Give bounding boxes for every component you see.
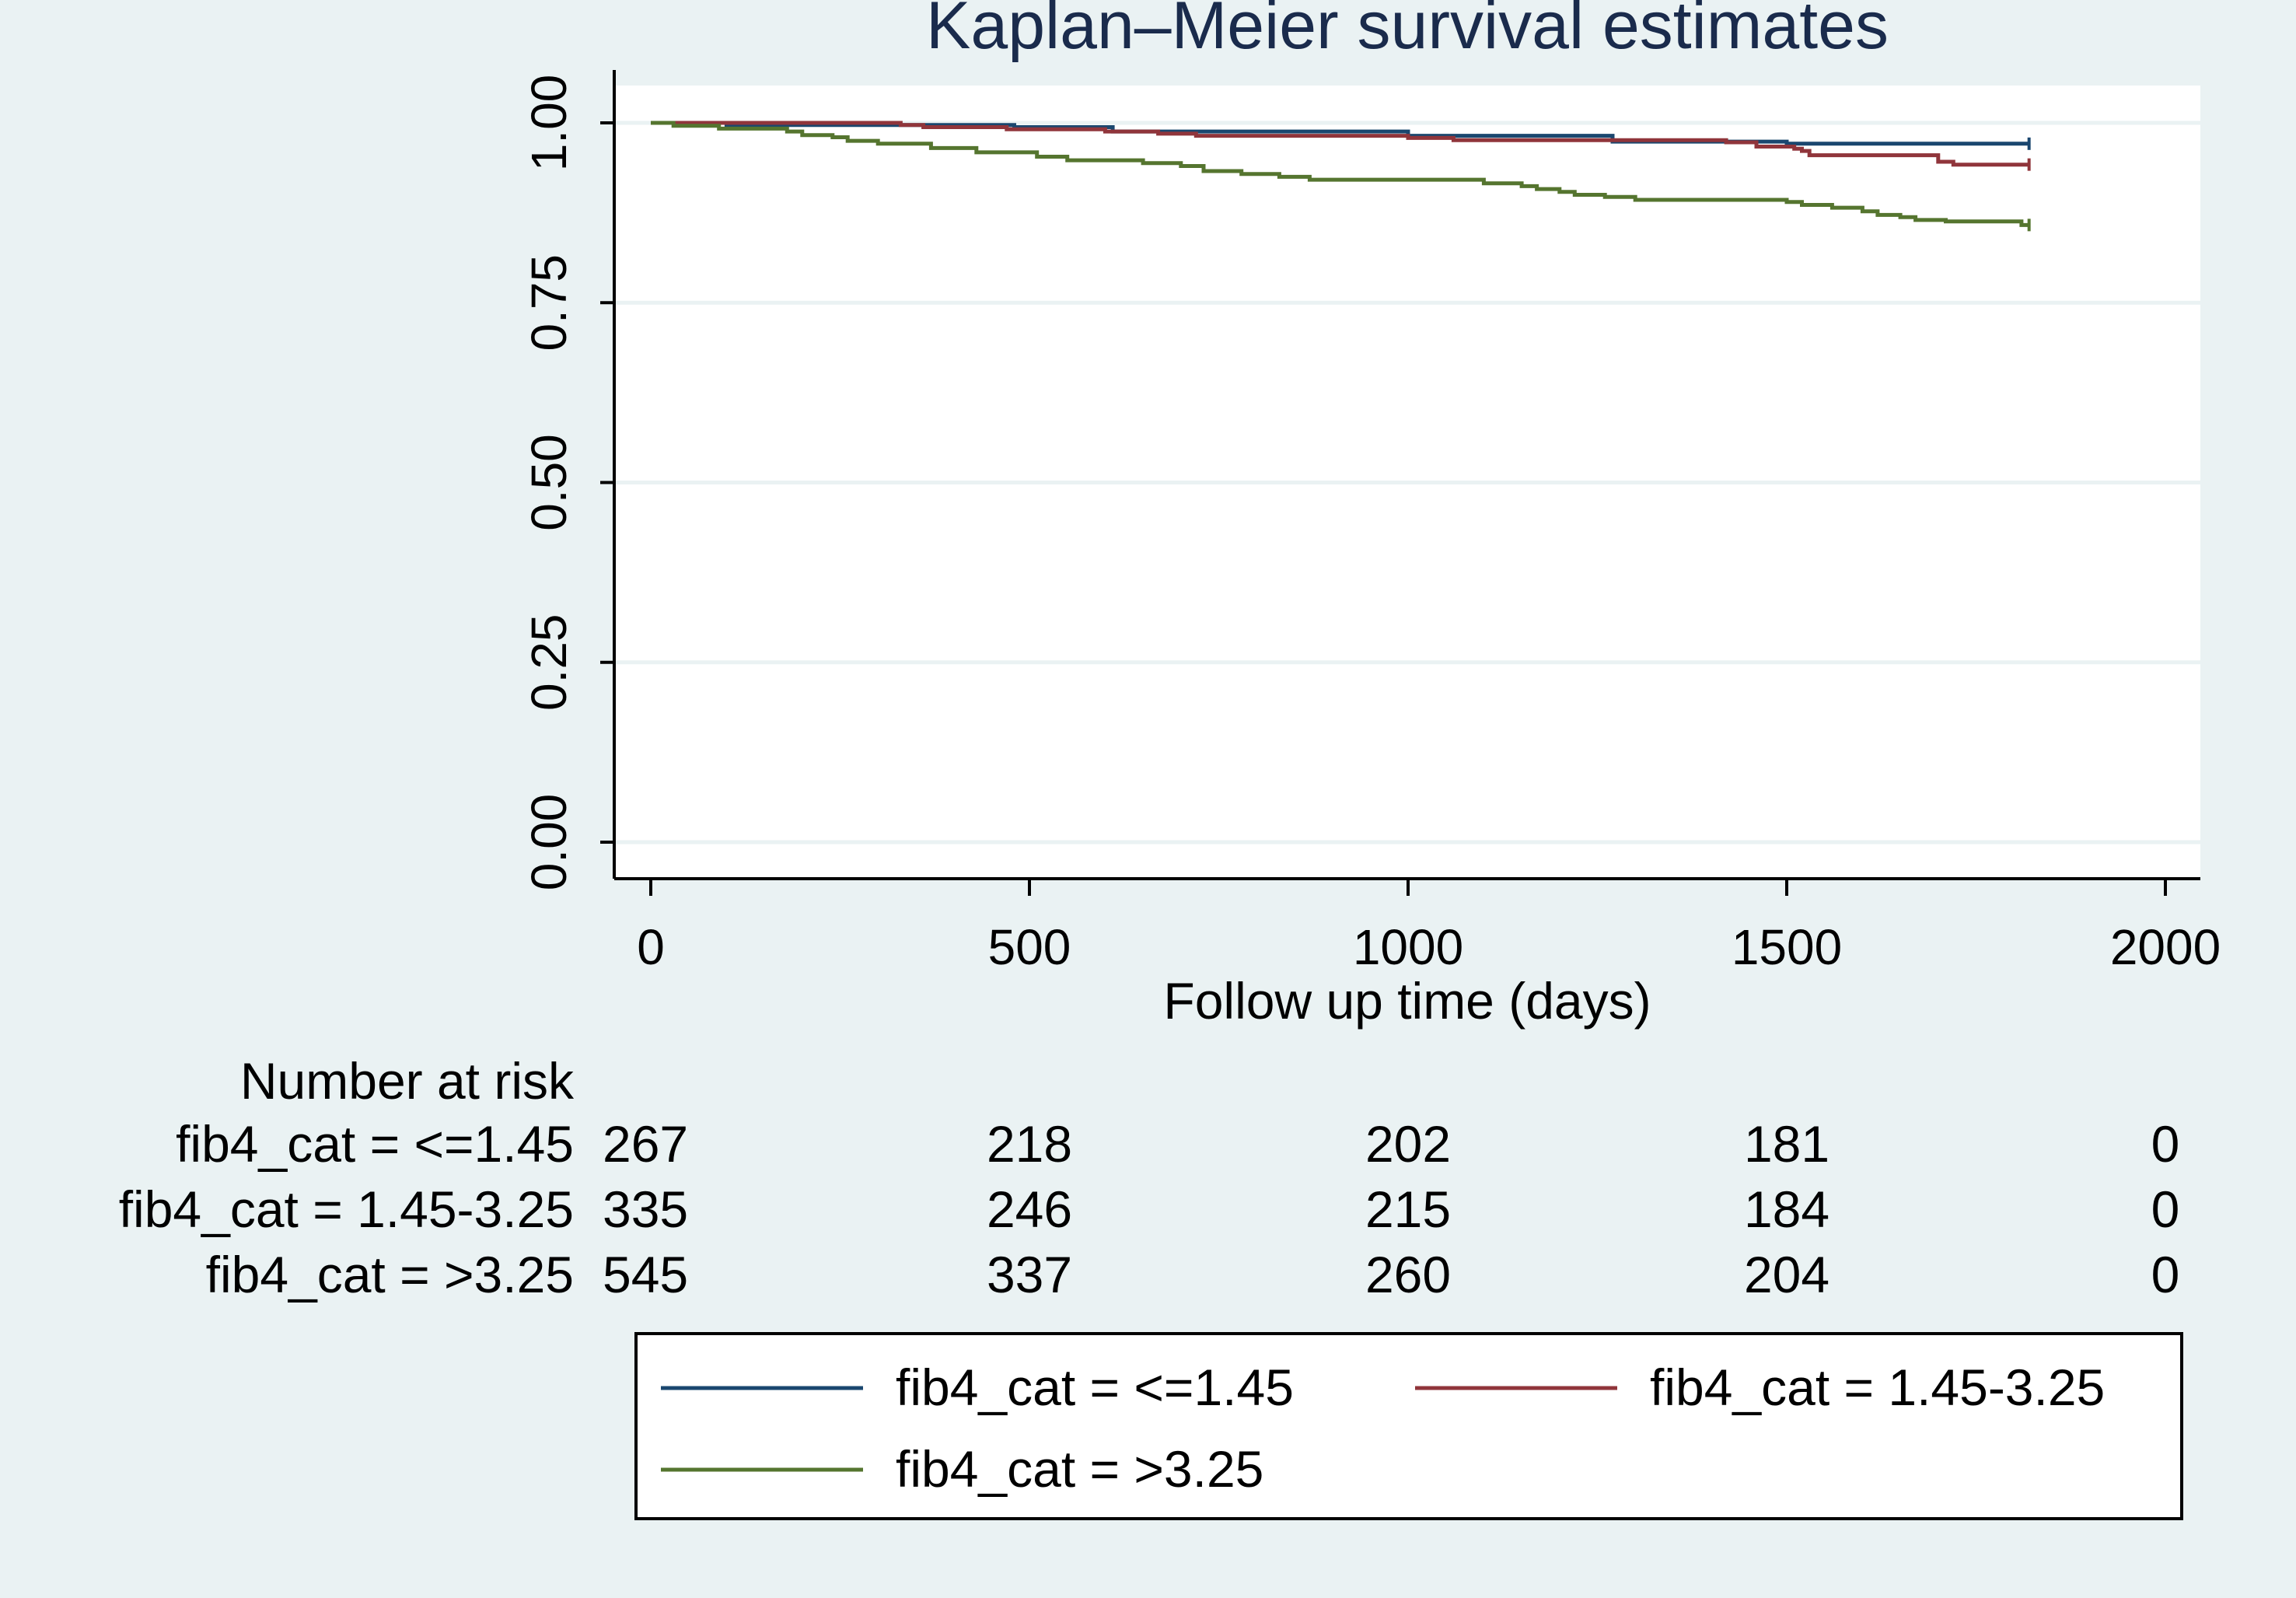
risk-value: 267	[603, 1115, 688, 1173]
risk-value: 184	[1744, 1180, 1829, 1238]
y-tick-label: 0.00	[521, 794, 577, 891]
series-line-3	[651, 121, 2029, 227]
x-axis-label: Follow up time (days)	[1163, 972, 1651, 1030]
risk-table-header: Number at risk	[240, 1052, 575, 1110]
risk-value: 335	[603, 1180, 688, 1238]
y-tick-label: 0.25	[521, 614, 577, 711]
risk-value: 202	[1365, 1115, 1451, 1173]
x-tick-label: 0	[637, 919, 665, 975]
risk-value: 246	[987, 1180, 1072, 1238]
series-line-2	[651, 121, 2029, 167]
y-tick-label: 0.75	[521, 254, 577, 351]
x-tick-label: 500	[988, 919, 1071, 975]
legend-label: fib4_cat = 1.45-3.25	[1650, 1358, 2105, 1416]
risk-value: 0	[2151, 1115, 2180, 1173]
risk-value: 215	[1365, 1180, 1451, 1238]
risk-value: 545	[603, 1246, 688, 1303]
legend-box	[634, 1332, 2183, 1520]
x-tick-label: 1500	[1732, 919, 1842, 975]
chart-title: Kaplan–Meier survival estimates	[926, 0, 1889, 63]
legend-label: fib4_cat = <=1.45	[896, 1358, 1294, 1416]
risk-value: 337	[987, 1246, 1072, 1303]
risk-value: 0	[2151, 1180, 2180, 1238]
legend-label: fib4_cat = >3.25	[896, 1440, 1263, 1498]
risk-value: 204	[1744, 1246, 1829, 1303]
risk-value: 0	[2151, 1246, 2180, 1303]
risk-value: 218	[987, 1115, 1072, 1173]
y-tick-label: 1.00	[521, 75, 577, 172]
risk-value: 260	[1365, 1246, 1451, 1303]
y-tick-label: 0.50	[521, 434, 577, 531]
x-tick-label: 1000	[1353, 919, 1463, 975]
risk-row-label: fib4_cat = <=1.45	[176, 1115, 574, 1173]
x-tick-label: 2000	[2110, 919, 2221, 975]
risk-row-label: fib4_cat = >3.25	[206, 1246, 574, 1303]
risk-row-label: fib4_cat = 1.45-3.25	[119, 1180, 574, 1238]
risk-value: 181	[1744, 1115, 1829, 1173]
